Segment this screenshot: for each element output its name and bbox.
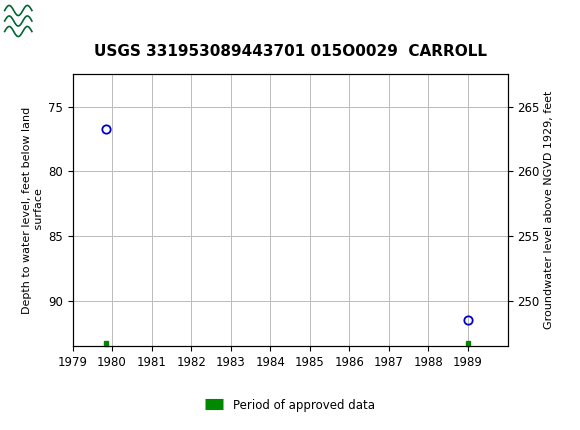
FancyBboxPatch shape bbox=[3, 3, 70, 39]
Bar bbox=[104, 341, 108, 346]
Bar bbox=[466, 341, 470, 346]
Y-axis label: Depth to water level, feet below land
 surface: Depth to water level, feet below land su… bbox=[22, 107, 44, 314]
Text: USGS: USGS bbox=[38, 12, 89, 30]
Legend: Period of approved data: Period of approved data bbox=[201, 394, 379, 416]
Y-axis label: Groundwater level above NGVD 1929, feet: Groundwater level above NGVD 1929, feet bbox=[544, 91, 554, 329]
Text: USGS 331953089443701 015O0029  CARROLL: USGS 331953089443701 015O0029 CARROLL bbox=[93, 44, 487, 59]
